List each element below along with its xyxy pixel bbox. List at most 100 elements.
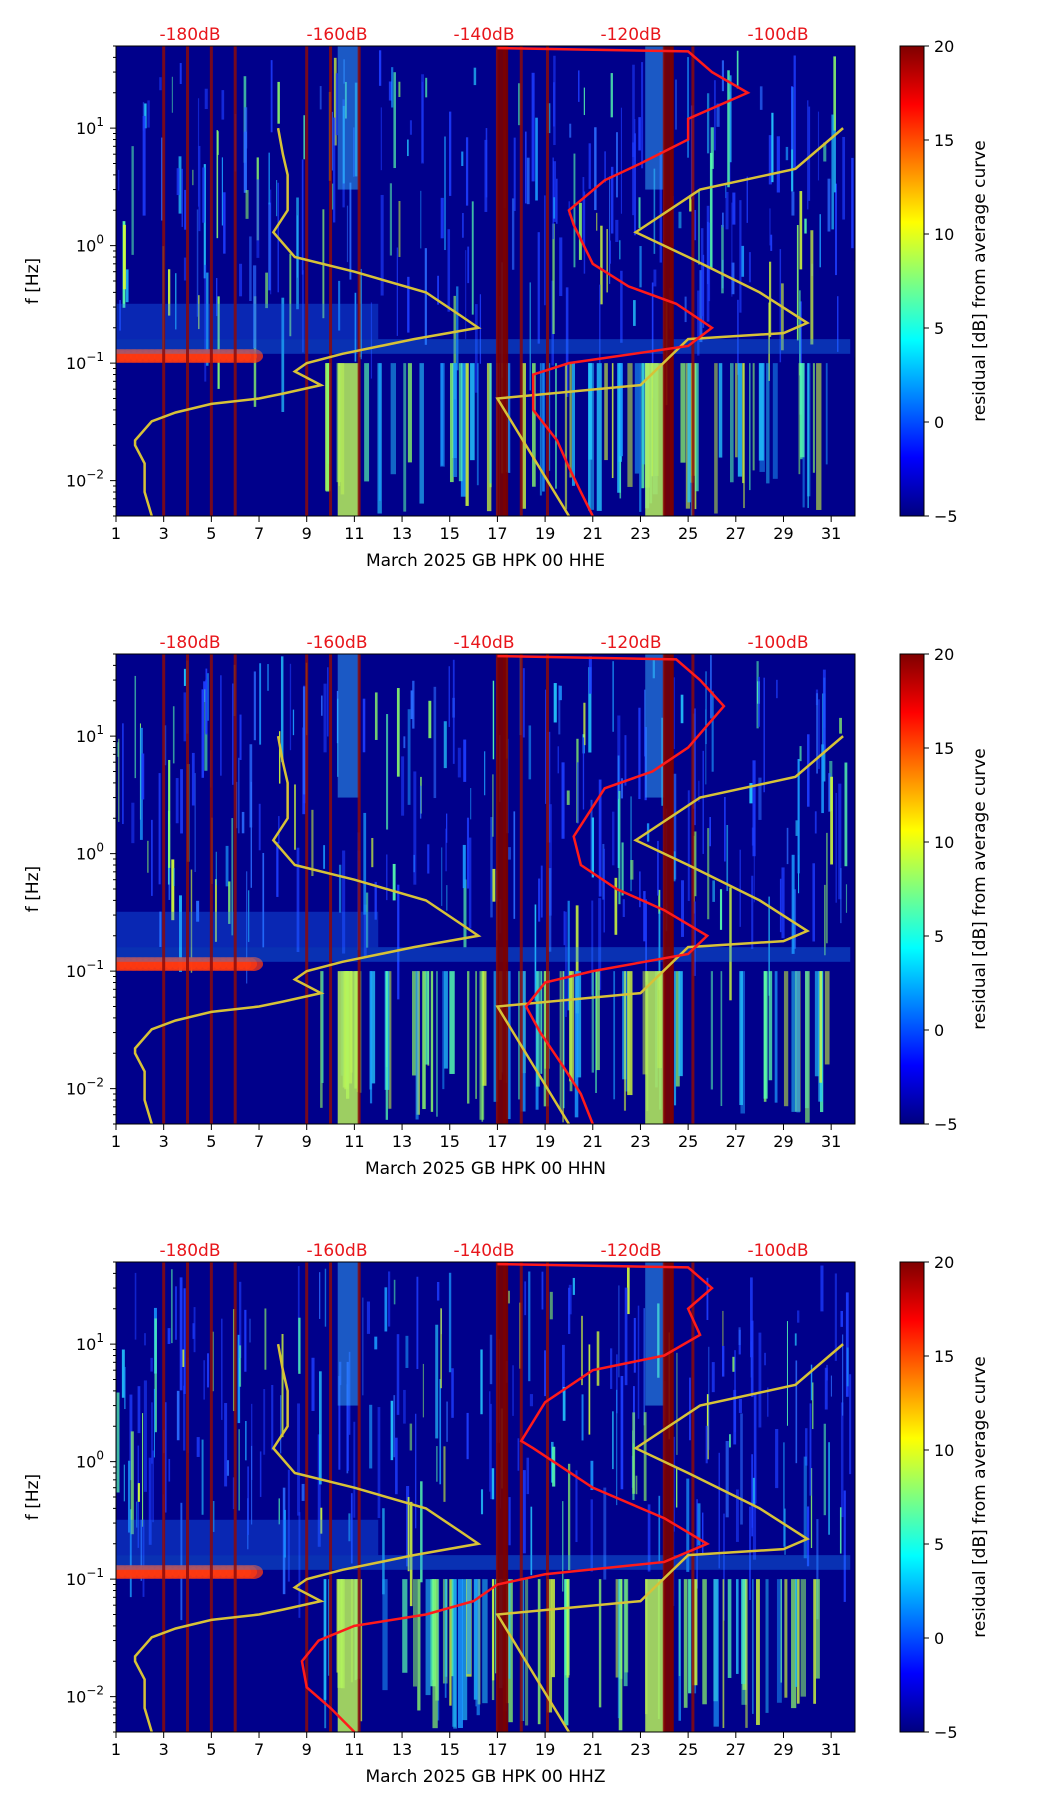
noise-streak [814, 811, 817, 834]
low-freq-streak [710, 971, 714, 1090]
noise-streak [842, 1334, 844, 1416]
colorbar-gradient [899, 653, 925, 1125]
noise-streak [583, 702, 586, 746]
noise-streak [403, 1389, 406, 1424]
colorbar-tick-label: 15 [934, 131, 954, 150]
low-noise-model-curve [133, 127, 482, 516]
noise-streak [633, 133, 637, 236]
low-freq-streak [617, 1579, 621, 1719]
noise-streak [262, 852, 265, 948]
y-tick-label: 10−1 [66, 958, 104, 981]
noise-streak [598, 284, 601, 364]
noise-streak [134, 675, 137, 779]
x-tick-label: 1 [111, 1132, 121, 1151]
noise-streak [198, 295, 200, 330]
noise-streak [643, 891, 646, 942]
noise-streak [488, 1391, 491, 1492]
low-noise-model-curve [133, 1343, 482, 1732]
noise-streak [143, 1380, 147, 1492]
colorbar-gradient [899, 45, 925, 517]
noise-streak [507, 847, 511, 860]
noise-streak [524, 131, 527, 204]
noise-streak [799, 290, 801, 376]
noise-streak [739, 200, 742, 313]
noise-streak [237, 1334, 241, 1424]
noise-streak [151, 819, 153, 896]
noise-streak [167, 269, 171, 316]
spectrogram-panel-1: 1 3 5 7 9 11 13 15 17 19 21 23 25 27 29 3110−210−110010… [23, 25, 990, 571]
noise-streak [412, 680, 415, 729]
noise-streak [147, 100, 150, 128]
noise-streak [810, 230, 814, 345]
noise-streak [824, 1367, 828, 1410]
low-freq-streak [796, 971, 801, 1113]
noise-streak [492, 868, 496, 902]
noise-streak [612, 661, 614, 732]
noise-streak [620, 107, 622, 214]
low-freq-streak [419, 363, 424, 504]
noise-streak [144, 103, 147, 129]
average-psd-curve [300, 1262, 714, 1732]
noise-streak [141, 753, 145, 800]
noise-streak [565, 287, 569, 397]
noise-streak [131, 146, 134, 255]
noise-streak [388, 81, 392, 101]
low-freq-streak [784, 1579, 788, 1698]
data-gap-line [519, 654, 523, 1124]
low-freq-streak [741, 1579, 747, 1705]
noise-streak [616, 132, 618, 198]
bright-band-upper [337, 46, 360, 190]
noise-streak [490, 817, 493, 918]
secondary-band [116, 1519, 379, 1556]
noise-streak [374, 692, 378, 740]
noise-streak [183, 668, 186, 686]
noise-streak [758, 777, 762, 820]
noise-streak [127, 1460, 131, 1533]
low-freq-streak [737, 363, 743, 477]
y-axis-label: f [Hz] [23, 1474, 43, 1520]
noise-streak [716, 103, 720, 127]
noise-streak [443, 721, 447, 769]
data-gap-line [209, 46, 213, 516]
noise-streak [531, 72, 535, 182]
noise-streak [225, 845, 229, 887]
noise-streak [192, 1323, 195, 1339]
noise-streak [723, 1513, 725, 1621]
noise-streak [348, 1513, 351, 1542]
noise-streak [131, 802, 135, 844]
x-tick-label: 15 [440, 1740, 460, 1759]
low-freq-streak [692, 1579, 698, 1686]
noise-streak [436, 1281, 440, 1301]
x-tick-label: 19 [535, 1132, 555, 1151]
noise-streak [799, 301, 802, 415]
noise-streak [769, 208, 771, 246]
noise-streak [214, 879, 217, 942]
noise-streak [658, 1495, 661, 1564]
low-freq-streak [742, 363, 745, 484]
noise-streak [247, 1466, 249, 1535]
noise-streak [753, 1393, 757, 1504]
noise-streak [179, 63, 182, 85]
x-tick-label: 23 [630, 524, 650, 543]
noise-streak [393, 1395, 396, 1458]
noise-streak [405, 1335, 409, 1368]
noise-streak [443, 1446, 446, 1502]
noise-streak [249, 1318, 251, 1343]
db-scale-label: -160dB [306, 25, 367, 45]
noise-streak [840, 1402, 844, 1518]
low-freq-streak [678, 971, 683, 1077]
x-tick-label: 27 [726, 1740, 746, 1759]
noise-streak [178, 156, 182, 214]
db-scale-label: -100dB [747, 25, 808, 45]
noise-streak [123, 1464, 125, 1502]
noise-streak [719, 889, 723, 930]
noise-streak [820, 1265, 824, 1312]
low-freq-streak [795, 1579, 798, 1687]
noise-streak [393, 72, 396, 169]
noise-streak [281, 297, 285, 412]
noise-streak [386, 714, 389, 830]
noise-streak [793, 889, 797, 949]
noise-streak [473, 67, 477, 86]
noise-streak [644, 689, 646, 757]
noise-streak [653, 168, 656, 254]
